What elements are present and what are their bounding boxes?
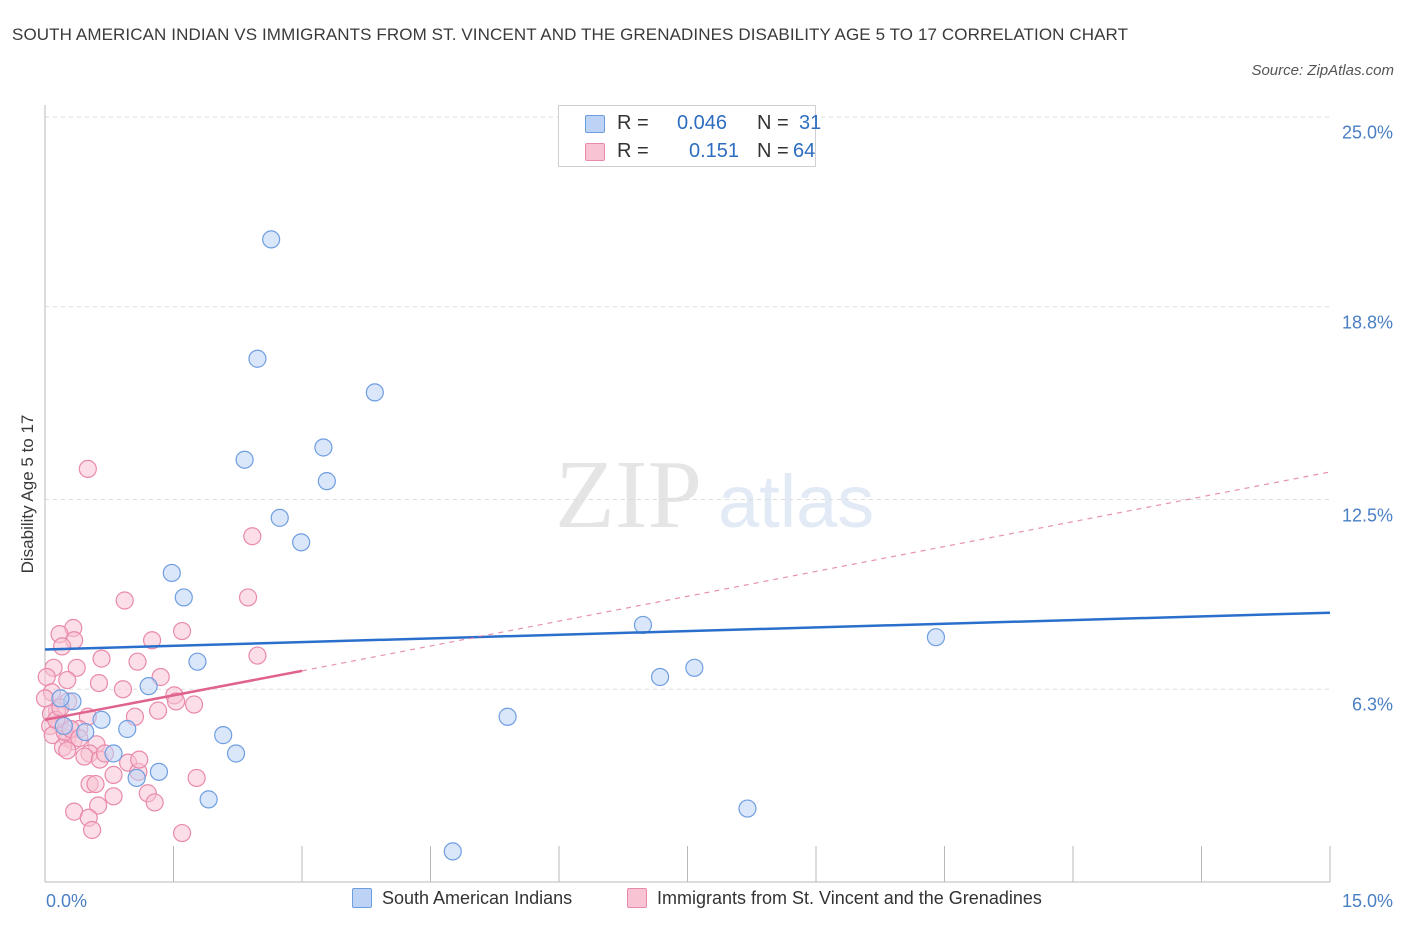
n-label: N = — [757, 140, 789, 162]
x-tick-label-max: 15.0% — [1341, 891, 1393, 911]
blue-point — [926, 628, 946, 647]
r-value: 0.151 — [689, 140, 740, 162]
blue-point — [214, 726, 233, 745]
r-label: R = — [617, 112, 649, 134]
pink-point — [92, 649, 111, 668]
pink-point — [86, 774, 105, 794]
pink-point — [248, 646, 267, 665]
blue-point — [650, 667, 670, 687]
blue-point — [92, 710, 111, 729]
blue-point — [235, 450, 254, 469]
pink-point — [58, 670, 77, 690]
pink-point — [172, 823, 192, 843]
blue-point — [199, 790, 218, 809]
pink-point — [187, 768, 206, 788]
trend-line-pink-extension — [301, 471, 1331, 672]
axes — [44, 105, 1331, 883]
pink-point — [145, 793, 164, 812]
blue-point — [226, 744, 246, 763]
blue-point — [633, 615, 653, 635]
watermark-zip: ZIP — [555, 441, 702, 549]
x-tick-label-min: 0.0% — [46, 891, 88, 911]
blue-point — [262, 230, 281, 249]
r-value: 0.046 — [677, 112, 728, 134]
blue-point — [443, 842, 462, 861]
blue-point — [498, 707, 517, 726]
legend-swatch-blue — [352, 888, 372, 908]
y-tick-label: 25.0% — [1341, 122, 1393, 143]
blue-point — [292, 533, 311, 552]
pink-point — [130, 750, 149, 769]
legend-item-south-american-indians: South American Indians — [352, 888, 572, 909]
blue-point — [76, 722, 95, 742]
pink-point — [243, 527, 262, 546]
blue-point — [139, 677, 158, 696]
pink-point — [89, 796, 108, 815]
blue-point — [127, 768, 146, 788]
blue-point — [685, 658, 704, 677]
trend-lines — [44, 471, 1331, 722]
blue-point — [248, 349, 267, 368]
blue-point — [365, 383, 384, 402]
n-value: 31 — [799, 112, 822, 134]
pink-point — [89, 673, 109, 693]
blue-point — [314, 438, 333, 457]
series-blue-points — [51, 230, 946, 861]
pink-point — [113, 680, 133, 699]
blue-point — [104, 744, 123, 763]
blue-point — [162, 563, 181, 583]
pink-point — [83, 820, 102, 840]
r-label: R = — [617, 140, 649, 162]
pink-point — [67, 658, 86, 677]
blue-point — [149, 762, 169, 781]
grid-lines — [45, 116, 1330, 690]
pink-point — [172, 621, 192, 641]
pink-point — [151, 667, 170, 687]
pink-point — [53, 637, 72, 656]
blue-point — [188, 652, 207, 671]
pink-point — [142, 631, 162, 650]
legend-swatch-blue — [585, 115, 605, 133]
series-pink-points — [35, 459, 267, 843]
correlation-legend: R = 0.046 N = 31 R = 0.151 N = 64 — [558, 105, 821, 167]
legend-label: Immigrants from St. Vincent and the Gren… — [657, 888, 1042, 908]
blue-point — [738, 799, 757, 818]
pink-point — [75, 747, 94, 766]
pink-point — [184, 695, 204, 714]
watermark-atlas: atlas — [718, 460, 874, 543]
pink-point — [148, 701, 168, 720]
n-label: N = — [757, 112, 789, 134]
blue-point — [174, 588, 193, 607]
pink-point — [58, 741, 77, 760]
legend-item-immigrants: Immigrants from St. Vincent and the Gren… — [627, 888, 1042, 909]
legend-label: South American Indians — [382, 888, 573, 908]
pink-point — [166, 692, 186, 711]
pink-point — [115, 591, 134, 610]
source-label: Source: ZipAtlas.com — [1251, 62, 1394, 79]
blue-point — [51, 689, 70, 708]
pink-point — [78, 459, 97, 478]
n-value: 64 — [793, 140, 816, 162]
y-tick-label: 6.3% — [1351, 694, 1393, 715]
trend-line-pink — [44, 669, 303, 722]
y-tick-label: 12.5% — [1341, 505, 1393, 525]
pink-point — [104, 787, 123, 806]
blue-point — [270, 508, 289, 527]
blue-point — [118, 719, 137, 739]
blue-point — [317, 472, 336, 491]
pink-point — [104, 765, 123, 785]
pink-point — [238, 588, 258, 607]
pink-point — [37, 667, 56, 687]
trend-line-blue — [44, 611, 1331, 651]
y-tick-label: 18.8% — [1341, 312, 1393, 333]
blue-point — [54, 716, 73, 736]
legend-swatch-pink — [627, 888, 647, 908]
legend-swatch-pink — [585, 143, 605, 161]
chart-title: SOUTH AMERICAN INDIAN VS IMMIGRANTS FROM… — [12, 25, 1129, 44]
pink-point — [128, 652, 147, 671]
